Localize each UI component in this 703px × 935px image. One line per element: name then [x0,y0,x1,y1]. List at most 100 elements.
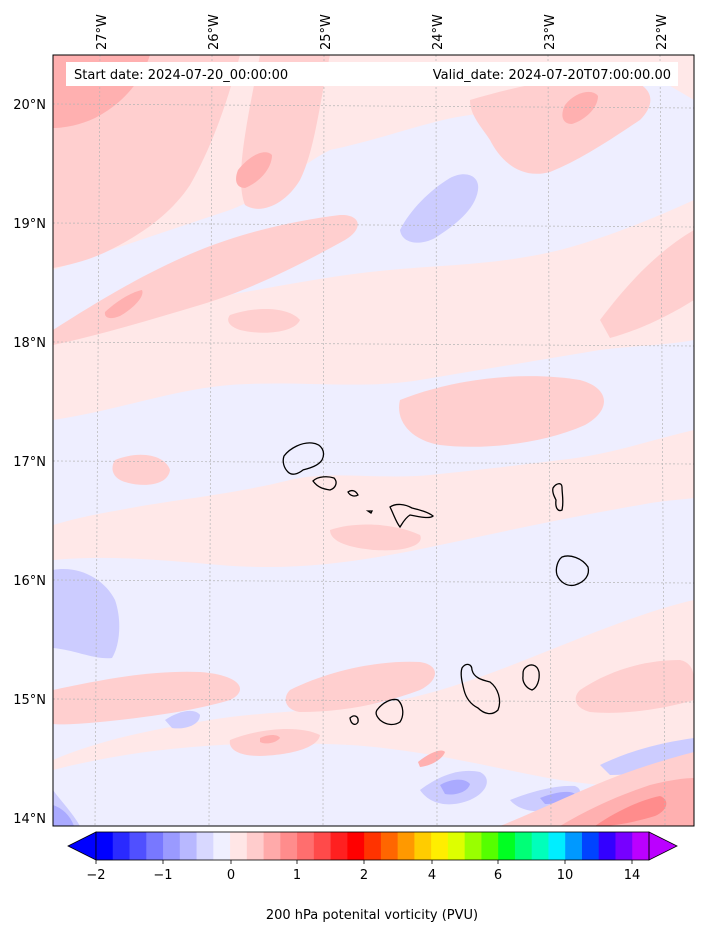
colorbar-bin-26 [531,832,549,860]
colorbar-bin-3 [146,832,164,860]
colorbar-bin-28 [565,832,583,860]
colorbar-bin-17 [380,832,399,860]
colorbar-frame [95,831,650,861]
colorbar-bin-14 [330,832,348,860]
lat-tick-16°N: 16°N [13,574,46,589]
colorbar-bin-18 [397,832,415,860]
colorbar-tick-6: 6 [494,868,502,883]
colorbar-bin-23 [481,832,499,860]
colorbar-tick-1: 1 [293,868,301,883]
title-box [66,62,678,86]
colorbar-bin-8 [230,832,248,860]
colorbar-bin-25 [514,832,533,860]
colorbar-bin-9 [246,832,265,860]
island-santo-antao [282,442,325,475]
gridline-27w [94,55,101,826]
island-sao-nicolau [389,503,434,529]
pv-field: Start date: 2024-07-20_00:00:00 Valid_da… [53,55,694,826]
colorbar-bin-21 [447,832,466,860]
colorbar-tick--2: −2 [86,868,105,883]
pos-patch-west-mid [112,454,170,485]
pos-strong-7 [260,735,280,744]
lon-tick-23°W: 23°W [543,14,558,50]
colorbar-tick-2: 2 [360,868,368,883]
colorbar-bin-32 [632,832,650,860]
colorbar-bin-15 [347,832,365,860]
island-boa-vista [555,555,590,587]
pos-strong-4 [104,290,143,319]
pos-patch-island-area [330,524,421,551]
lat-tick-15°N: 15°N [13,693,46,708]
gridline-24w [435,55,438,826]
colorbar-bin-29 [581,832,600,860]
colorbar-bin-30 [598,832,616,860]
neg-patch-strong [440,779,470,795]
pos-band-mid-diagonal [53,214,358,345]
gridline-26w [208,55,213,826]
colorbar-bin-10 [263,832,281,860]
colorbar-bin-6 [196,832,214,860]
colorbar-extend-max [648,831,678,861]
island-branco [365,510,374,514]
lon-tick-24°W: 24°W [431,14,446,50]
gridline-22w [659,55,666,826]
colorbar-bin-27 [548,832,566,860]
lon-tick-27°W: 27°W [95,14,110,50]
coastlines [282,442,590,726]
colorbar-tick-10: 10 [557,868,574,883]
lat-tick-20°N: 20°N [13,98,46,113]
gridline-23w [547,55,552,826]
map-gridlines [53,55,694,826]
colorbar-bin-22 [464,832,482,860]
neg-patch-south-3 [165,710,200,729]
pos-band-east-diagonal [600,230,694,338]
colorbar-bin-4 [163,832,181,860]
lon-tick-26°W: 26°W [207,14,222,50]
gridline-19n [53,222,694,228]
colorbar-bin-12 [297,832,315,860]
pos-strong-3 [562,91,598,124]
valid-date-label: Valid_date: 2024-07-20T07:00:00.00 [433,68,671,83]
colorbar-tick--1: −1 [153,868,172,883]
pos-patch-center-2 [228,308,300,333]
island-santiago [460,663,501,715]
colorbar-bin-24 [498,832,516,860]
colorbar [67,831,678,861]
lon-tick-25°W: 25°W [319,14,334,50]
colorbar-bin-11 [280,832,298,860]
neg-patch-strong-2 [540,791,575,804]
pos-band-southeast-1 [53,671,240,725]
start-date-label: Start date: 2024-07-20_00:00:00 [74,68,288,83]
island-brava [349,715,359,725]
colorbar-bin-19 [414,832,432,860]
lat-tick-19°N: 19°N [13,217,46,232]
colorbar-bin-2 [129,832,147,860]
lon-tick-22°W: 22°W [655,14,670,50]
colorbar-tick-4: 4 [428,868,436,883]
colorbar-bin-1 [112,832,131,860]
colorbar-bin-31 [615,832,633,860]
pos-patch-center [399,376,604,447]
map-frame [52,54,695,827]
island-maio [522,664,540,691]
neg-patch-strong-3 [53,805,74,826]
island-sao-vicente [312,476,337,491]
lat-tick-14°N: 14°N [13,812,46,827]
colorbar-tick-labels: −2 −1 0 1 2 4 6 10 14 [86,860,640,883]
colorbar-bin-16 [364,832,382,860]
pos-strong-2 [236,152,272,188]
pos-patch-mid-left [229,728,320,756]
colorbar-label: 200 hPa potenital vorticity (PVU) [266,908,478,923]
colorbar-tick-0: 0 [227,868,235,883]
pos-patch-east [470,77,651,174]
pos-strongest [595,796,667,826]
neg-patch-west [53,569,120,659]
neg-patch-north [400,174,479,243]
colorbar-bin-7 [213,832,231,860]
gridline-15n [53,698,694,703]
island-sal [552,483,564,512]
pos-strong-5 [418,750,445,767]
colorbar-extend-min [67,831,97,861]
pos-strong-6 [560,778,694,826]
